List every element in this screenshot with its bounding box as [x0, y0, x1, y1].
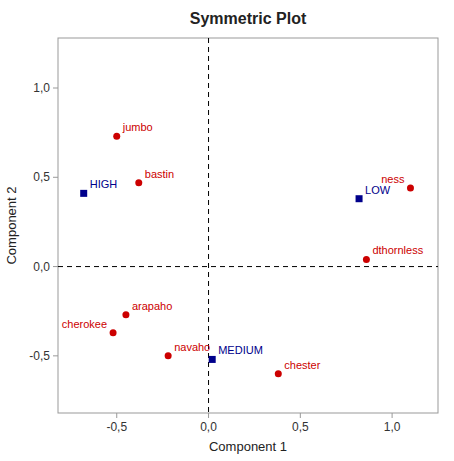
point-label: HIGH — [90, 178, 118, 190]
point — [135, 179, 142, 186]
x-tick-label: -0,5 — [106, 420, 127, 434]
point — [165, 352, 172, 359]
point-labels: jumbo bastin arapaho cherokee navaho chester d… — [62, 121, 424, 371]
y-tick — [53, 266, 58, 267]
point-label: jumbo — [122, 121, 153, 133]
x-tick — [208, 413, 209, 418]
plot-frame — [58, 38, 438, 413]
y-tick-label: -0,5 — [29, 349, 50, 363]
x-tick-label: 1,0 — [384, 420, 401, 434]
point-label: bastin — [145, 168, 174, 180]
point — [110, 329, 117, 336]
y-tick — [53, 355, 58, 356]
point-label: arapaho — [132, 300, 172, 312]
x-tick-label: 0,0 — [200, 420, 217, 434]
point-label: LOW — [365, 184, 391, 196]
y-axis-label: Component 2 — [4, 186, 19, 264]
point — [407, 185, 414, 192]
point — [113, 133, 120, 140]
point-label: cherokee — [62, 318, 107, 330]
title: Symmetric Plot — [190, 10, 307, 27]
point-label: chester — [284, 359, 320, 371]
y-tick — [53, 177, 58, 178]
y-tick-label: 0,0 — [33, 260, 50, 274]
x-tick — [116, 413, 117, 418]
x-tick — [392, 413, 393, 418]
x-tick-label: 0,5 — [292, 420, 309, 434]
point — [80, 190, 87, 197]
point-label: MEDIUM — [218, 344, 263, 356]
x-tick — [300, 413, 301, 418]
point — [122, 311, 129, 318]
point-label: dthornless — [372, 244, 423, 256]
point — [209, 356, 216, 363]
reference-line — [58, 266, 438, 267]
point-label: navaho — [174, 341, 210, 353]
plot-area — [58, 38, 438, 413]
point — [275, 370, 282, 377]
point — [356, 195, 363, 202]
y-tick — [53, 88, 58, 89]
chart: -0,5 0,0 0,5 1,0 -0,5 0,0 0,5 1,0 Symmetric Plot… — [0, 0, 454, 461]
y-tick-label: 1,0 — [33, 81, 50, 95]
x-axis-label: Component 1 — [209, 439, 287, 454]
y-tick-label: 0,5 — [33, 170, 50, 184]
point — [363, 256, 370, 263]
